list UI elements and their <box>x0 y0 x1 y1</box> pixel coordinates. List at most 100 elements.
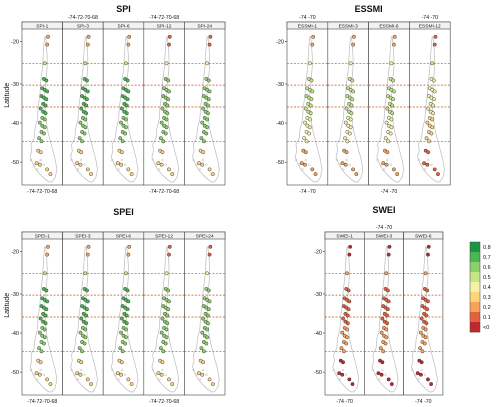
station-marker <box>85 377 90 382</box>
station-marker <box>348 117 353 122</box>
station-marker <box>199 136 204 141</box>
station-marker <box>201 360 205 365</box>
station-marker <box>34 161 39 166</box>
land-outline <box>376 36 405 183</box>
island-outline <box>70 158 73 162</box>
station-marker <box>84 103 89 108</box>
station-marker <box>123 341 128 346</box>
panel-title: SPI <box>116 4 131 14</box>
island-outline <box>33 163 36 166</box>
subplot-title: SPEI-12 <box>155 233 173 239</box>
station-marker <box>389 61 394 66</box>
island-outline <box>420 163 423 166</box>
island-outline <box>201 158 205 162</box>
island-outline <box>307 163 311 166</box>
subplot-spi-1: SPI-1 <box>21 21 63 186</box>
colorbar-label: 0.3 <box>483 295 491 301</box>
subplot-title: SPI-6 <box>118 23 130 29</box>
island-outline <box>42 373 46 376</box>
station-marker <box>85 288 89 293</box>
station-marker <box>206 97 211 102</box>
station-marker <box>80 139 84 144</box>
land-outline <box>151 36 180 183</box>
station-marker <box>384 335 389 340</box>
y-tick-label: -40 <box>314 331 322 337</box>
colorbar-frame <box>469 241 481 333</box>
island-outline <box>154 373 158 376</box>
subplot-header <box>184 21 226 30</box>
station-marker <box>124 271 128 276</box>
island-outline <box>382 168 386 171</box>
colorbar-segment <box>470 262 480 273</box>
island-outline <box>76 378 80 381</box>
station-marker <box>165 313 170 318</box>
x-tick-label-bottom: -74-72-70-68 <box>149 189 179 195</box>
station-marker <box>85 97 89 102</box>
island-outline <box>117 168 120 171</box>
colorbar-segment <box>470 242 480 253</box>
subplot-title: SWEI-3 <box>376 233 393 239</box>
land-outline <box>294 36 323 183</box>
station-marker <box>340 161 345 166</box>
subplot-spi-3: SPI-3 <box>62 21 104 186</box>
station-marker <box>426 252 430 257</box>
station-marker <box>124 111 129 116</box>
island-outline <box>379 163 382 166</box>
station-marker <box>419 316 424 321</box>
station-marker <box>42 335 47 340</box>
station-marker <box>166 97 171 102</box>
island-outline <box>161 158 164 162</box>
island-outline <box>371 368 375 372</box>
station-marker <box>205 327 210 332</box>
island-outline <box>304 158 307 162</box>
station-marker <box>45 377 50 382</box>
station-marker <box>430 125 435 130</box>
station-marker <box>200 330 205 335</box>
station-marker <box>159 330 164 335</box>
station-marker <box>201 139 206 144</box>
island-outline <box>423 373 426 376</box>
station-marker <box>303 120 307 125</box>
station-marker <box>299 161 304 166</box>
station-marker <box>344 106 349 111</box>
subplot-title: SWEI-6 <box>415 233 432 239</box>
station-marker <box>163 341 168 346</box>
x-tick-label-bottom: -74 -70 <box>415 399 432 405</box>
subplot-spi-12: SPI-12 <box>143 21 185 186</box>
station-marker <box>436 172 440 176</box>
station-marker <box>431 111 435 116</box>
station-marker <box>85 252 90 257</box>
station-marker <box>170 172 175 176</box>
station-marker <box>201 349 206 354</box>
station-marker <box>43 321 48 326</box>
station-marker <box>159 372 164 377</box>
subplot-title: ESSMI-6 <box>379 23 399 29</box>
station-marker <box>45 42 50 47</box>
station-marker <box>200 162 205 167</box>
station-marker <box>304 139 309 144</box>
x-tick-label-top: -74 -70 <box>299 15 316 21</box>
subplot-header <box>403 231 444 240</box>
island-outline <box>80 158 83 162</box>
subplot-swei-1: SWEI-1 <box>324 231 365 396</box>
island-outline <box>117 378 120 381</box>
island-outline <box>70 368 73 372</box>
station-marker <box>120 349 125 354</box>
station-marker <box>206 321 210 326</box>
x-tick-label-bottom: -74-72-70-68 <box>27 189 57 195</box>
island-outline <box>411 368 414 372</box>
y-tick-label: -30 <box>314 292 322 298</box>
subplot-title: SPEI-6 <box>116 233 132 239</box>
station-marker <box>38 150 43 155</box>
station-marker <box>201 316 205 321</box>
subplot-spi-24: SPI-24 <box>184 21 226 186</box>
station-marker <box>391 78 395 83</box>
station-marker <box>385 321 389 326</box>
y-tick-label: -20 <box>11 40 19 46</box>
station-marker <box>420 349 425 354</box>
station-marker <box>391 42 396 47</box>
island-outline <box>120 368 124 372</box>
station-marker <box>390 103 395 108</box>
station-marker <box>385 106 390 111</box>
station-marker <box>159 120 164 125</box>
